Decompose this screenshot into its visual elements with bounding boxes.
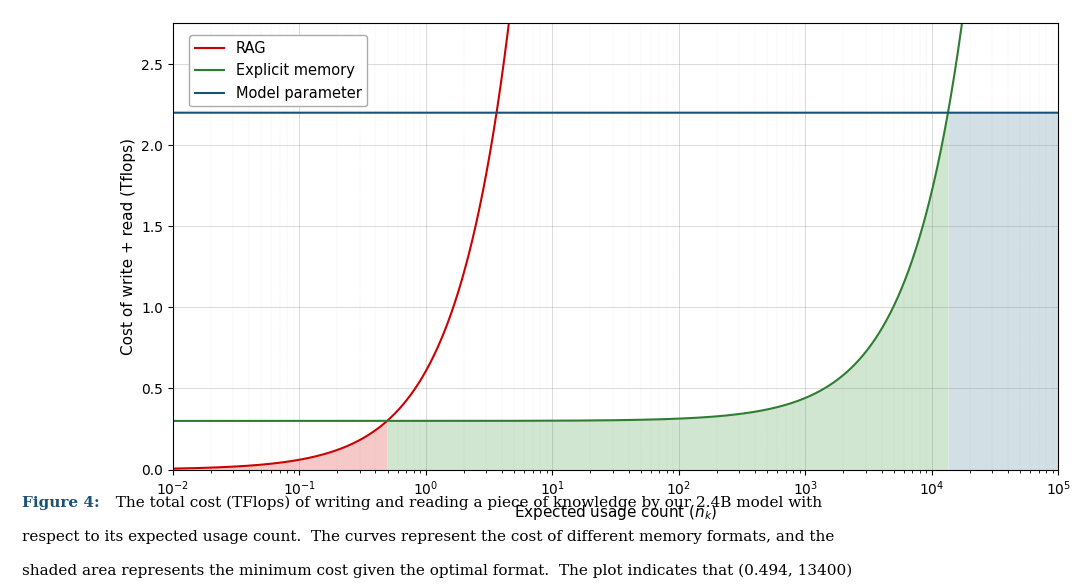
Explicit memory bbox=[894, 286, 907, 294]
Model parameter bbox=[166, 109, 179, 116]
Model parameter bbox=[504, 109, 517, 116]
RAG bbox=[327, 448, 340, 455]
Text: shaded area represents the minimum cost given the optimal format.  The plot indi: shaded area represents the minimum cost … bbox=[22, 564, 852, 579]
Explicit memory bbox=[166, 417, 179, 424]
Model parameter bbox=[698, 109, 711, 116]
Explicit memory bbox=[742, 409, 755, 416]
Y-axis label: Cost of write + read (Tflops): Cost of write + read (Tflops) bbox=[121, 138, 135, 355]
Model parameter bbox=[327, 109, 340, 116]
RAG bbox=[166, 465, 179, 472]
Model parameter bbox=[1052, 109, 1065, 116]
Explicit memory bbox=[327, 417, 340, 424]
Line: Explicit memory: Explicit memory bbox=[173, 0, 1058, 421]
Model parameter bbox=[827, 109, 840, 116]
RAG bbox=[504, 1, 517, 8]
Legend: RAG, Explicit memory, Model parameter: RAG, Explicit memory, Model parameter bbox=[189, 35, 367, 106]
Model parameter bbox=[742, 109, 755, 116]
Model parameter bbox=[894, 109, 907, 116]
Text: Figure 4:: Figure 4: bbox=[22, 496, 99, 510]
X-axis label: Expected usage count ($n_k$): Expected usage count ($n_k$) bbox=[514, 504, 717, 522]
Explicit memory bbox=[827, 379, 840, 386]
Explicit memory bbox=[698, 414, 711, 421]
Text: respect to its expected usage count.  The curves represent the cost of different: respect to its expected usage count. The… bbox=[22, 530, 834, 544]
Line: RAG: RAG bbox=[173, 0, 1058, 468]
Text: The total cost (TFlops) of writing and reading a piece of knowledge by our 2.4B : The total cost (TFlops) of writing and r… bbox=[106, 496, 822, 511]
Explicit memory bbox=[504, 417, 517, 424]
